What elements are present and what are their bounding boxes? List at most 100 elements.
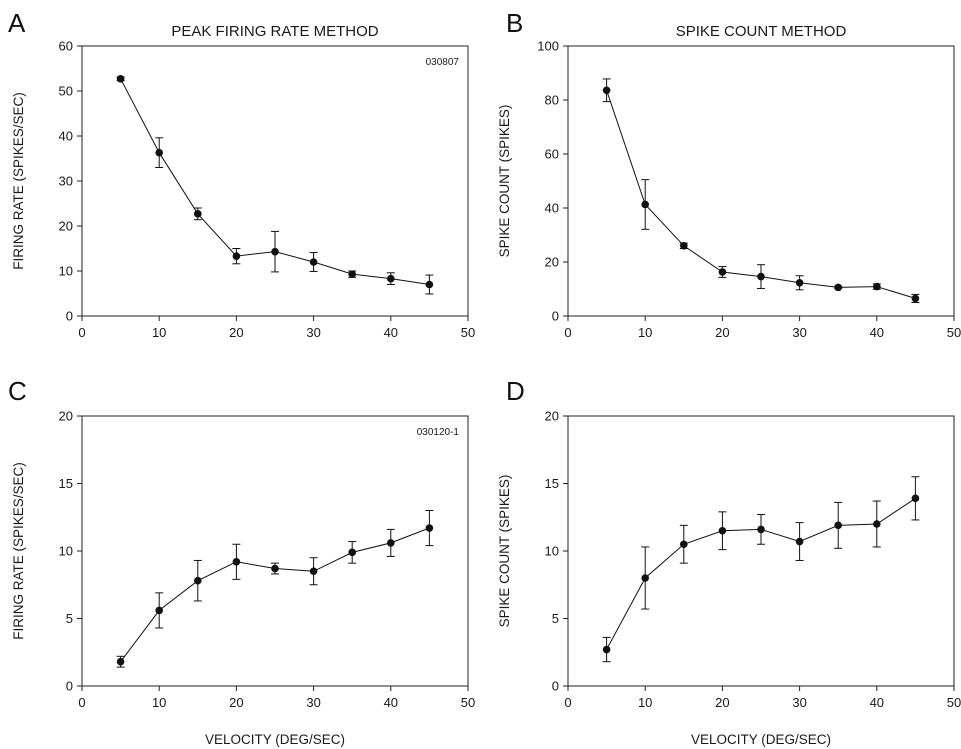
y-tick-label: 5 <box>66 611 73 626</box>
data-point <box>641 574 649 582</box>
data-point <box>795 278 804 287</box>
panel-title: PEAK FIRING RATE METHOD <box>171 23 378 40</box>
x-tick-label: 30 <box>306 325 320 340</box>
data-point <box>873 520 881 528</box>
y-tick-label: 20 <box>59 219 73 234</box>
x-tick-label: 30 <box>792 325 806 340</box>
data-point <box>387 539 395 547</box>
data-point <box>911 494 920 503</box>
x-tick-label: 40 <box>384 695 398 710</box>
y-tick-label: 5 <box>552 611 559 626</box>
data-point <box>757 272 765 281</box>
data-point <box>194 210 202 218</box>
data-point <box>232 558 241 566</box>
data-point <box>232 252 241 260</box>
y-axis-label: SPIKE COUNT (SPIKES) <box>497 475 512 628</box>
y-tick-label: 15 <box>545 476 559 491</box>
x-tick-label: 50 <box>461 325 475 340</box>
data-point <box>194 576 202 585</box>
y-tick-label: 10 <box>545 544 559 559</box>
data-point <box>641 200 649 209</box>
data-point <box>834 521 842 530</box>
panel-letter: C <box>8 376 27 406</box>
data-point <box>348 270 357 278</box>
data-point <box>155 606 163 615</box>
plot-frame <box>567 415 955 687</box>
x-tick-label: 0 <box>564 695 571 710</box>
plot-frame <box>81 45 469 317</box>
y-tick-label: 15 <box>59 476 73 491</box>
x-tick-label: 50 <box>947 325 961 340</box>
x-tick-label: 20 <box>715 695 729 710</box>
panel-d: D 0 10 20 30 40 50 0 5 10 15 20 SPIKE COUNT (SPIKES)… <box>497 376 961 747</box>
panel-title: SPIKE COUNT METHOD <box>676 23 847 40</box>
data-point <box>873 282 881 291</box>
y-tick-label: 40 <box>59 129 73 144</box>
x-tick-label: 50 <box>461 695 475 710</box>
y-axis-label: FIRING RATE (SPIKES/SEC) <box>11 462 26 640</box>
x-tick-label: 0 <box>564 325 571 340</box>
data-point <box>387 274 395 283</box>
data-point <box>911 294 920 303</box>
data-point <box>718 268 727 276</box>
panel-b: B SPIKE COUNT METHOD 0 10 20 30 40 50 0 20 40 60 80 1… <box>497 8 961 340</box>
y-tick-label: 100 <box>537 39 559 54</box>
x-tick-label: 20 <box>229 325 243 340</box>
x-axis-label: VELOCITY (DEG/SEC) <box>691 732 831 747</box>
x-tick-label: 20 <box>229 695 243 710</box>
panel-letter: A <box>8 8 26 38</box>
x-tick-label: 10 <box>638 695 652 710</box>
panel-c: C 0 10 20 30 40 50 0 5 10 15 20 FIRING RATE (SPIKES/… <box>8 376 475 747</box>
y-tick-label: 30 <box>59 174 73 189</box>
y-tick-label: 50 <box>59 84 73 99</box>
data-point <box>116 75 125 83</box>
y-tick-label: 10 <box>59 544 73 559</box>
panel-a: A PEAK FIRING RATE METHOD 0 10 20 30 40 50 0 10 20… <box>8 8 475 340</box>
y-tick-label: 0 <box>66 309 73 324</box>
x-tick-label: 0 <box>78 695 85 710</box>
x-tick-label: 0 <box>78 325 85 340</box>
y-tick-label: 0 <box>552 309 559 324</box>
y-tick-label: 0 <box>552 679 559 694</box>
data-point <box>757 525 765 534</box>
y-axis-label: SPIKE COUNT (SPIKES) <box>497 105 512 258</box>
y-tick-label: 20 <box>545 409 559 424</box>
x-tick-label: 10 <box>638 325 652 340</box>
y-tick-label: 60 <box>59 39 73 54</box>
panel-letter: B <box>506 8 523 38</box>
x-tick-label: 40 <box>870 325 884 340</box>
data-point <box>602 86 611 95</box>
x-axis-label: VELOCITY (DEG/SEC) <box>205 732 345 747</box>
x-tick-label: 40 <box>870 695 884 710</box>
data-point <box>680 540 688 549</box>
y-tick-label: 40 <box>545 201 559 216</box>
data-point <box>348 548 357 557</box>
y-tick-label: 10 <box>59 264 73 279</box>
y-axis-label: FIRING RATE (SPIKES/SEC) <box>11 92 26 270</box>
data-point <box>795 537 804 546</box>
x-tick-label: 10 <box>152 325 166 340</box>
panel-letter: D <box>506 376 525 406</box>
cell-id-annotation: 030120-1 <box>417 427 460 438</box>
plot-frame <box>81 415 469 687</box>
y-tick-label: 60 <box>545 147 559 162</box>
y-tick-label: 20 <box>545 255 559 270</box>
y-tick-label: 80 <box>545 93 559 108</box>
data-point <box>155 148 163 157</box>
series-line <box>120 527 430 663</box>
data-point <box>425 524 434 532</box>
y-tick-label: 0 <box>66 679 73 694</box>
plot-frame <box>567 45 955 317</box>
data-point <box>834 283 842 292</box>
x-tick-label: 20 <box>715 325 729 340</box>
x-tick-label: 10 <box>152 695 166 710</box>
x-tick-label: 50 <box>947 695 961 710</box>
data-point <box>271 564 279 573</box>
x-tick-label: 40 <box>384 325 398 340</box>
y-tick-label: 20 <box>59 409 73 424</box>
data-point <box>309 258 318 266</box>
cell-id-annotation: 030807 <box>426 57 460 68</box>
data-point <box>271 247 279 256</box>
